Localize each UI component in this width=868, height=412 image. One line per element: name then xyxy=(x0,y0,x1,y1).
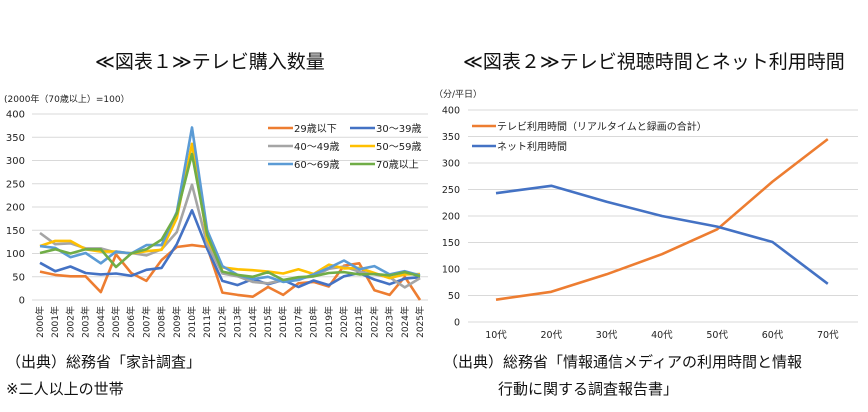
chart1-x-tick-label: 2023年 xyxy=(384,306,396,338)
chart2-y-tick-label: 150 xyxy=(442,238,460,249)
chart1-x-tick-label: 2013年 xyxy=(232,306,244,338)
chart1-footnote: ※二人以上の世帯 xyxy=(6,380,124,398)
chart2-x-tick-label: 20代 xyxy=(541,330,563,341)
chart1-legend-item: 40～49歳 xyxy=(268,141,339,153)
chart2-y-tick-label: 200 xyxy=(442,212,460,223)
chart1-legend-item: 50～59歳 xyxy=(350,141,421,153)
chart2-x-tick-label: 50代 xyxy=(706,330,728,341)
chart1-legend-item: 60～69歳 xyxy=(268,159,339,171)
chart1-x-tick-label: 2014年 xyxy=(247,306,259,338)
chart1-x-tick-label: 2015年 xyxy=(262,306,274,338)
chart1-legend-label: 29歳以下 xyxy=(294,123,337,135)
chart2-unit-label: （分/平日） xyxy=(434,90,483,100)
chart2-x-tick-label: 30代 xyxy=(596,330,618,341)
chart1-legend-item: 70歳以上 xyxy=(350,159,419,171)
chart1-x-tick-label: 2000年 xyxy=(34,306,46,338)
chart1-x-tick-label: 2024年 xyxy=(399,306,411,338)
chart2-legend-label: テレビ利用時間（リアルタイムと録画の合計） xyxy=(497,120,707,133)
chart1-x-tick-label: 2009年 xyxy=(171,306,183,338)
chart2-y-tick-label: 300 xyxy=(442,159,460,170)
chart1-y-tick-label: 350 xyxy=(6,133,25,144)
chart1-x-tick-label: 2021年 xyxy=(353,306,365,338)
chart1-legend-item: 29歳以下 xyxy=(268,123,337,135)
chart2-y-tick-label: 350 xyxy=(442,132,460,143)
chart1-x-tick-label: 2002年 xyxy=(64,306,76,338)
chart2-legend-item: ネット利用時間 xyxy=(472,141,567,153)
chart1-series-line-5 xyxy=(39,126,421,284)
chart1-series-line-6 xyxy=(39,152,421,282)
chart1-y-tick-label: 300 xyxy=(6,156,25,167)
chart1-y-tick-label: 200 xyxy=(6,203,25,214)
chart1-series-line-1 xyxy=(39,243,422,301)
chart2-y-tick-label: 50 xyxy=(448,291,460,302)
chart1-x-tick-label: 2011年 xyxy=(201,306,213,338)
chart1-x-tick-label: 2025年 xyxy=(414,306,426,338)
chart2-y-tick-label: 250 xyxy=(442,185,460,196)
chart2-series-line-2 xyxy=(495,184,829,285)
chart1-x-tick-label: 2020年 xyxy=(338,306,350,338)
chart2-legend-label: ネット利用時間 xyxy=(497,141,567,153)
chart2-x-tick-label: 40代 xyxy=(651,330,673,341)
chart1-title: ≪図表１≫テレビ購入数量 xyxy=(95,51,325,73)
chart1-x-tick-label: 2016年 xyxy=(277,306,289,338)
chart2-x-tick-label: 10代 xyxy=(485,330,507,341)
chart1-y-tick-label: 400 xyxy=(6,110,25,121)
chart2-y-tick-label: 0 xyxy=(454,318,460,329)
chart1-plot: 0 50 100 150 200 250 300 350 400 2000年 2001年 2002年 2… xyxy=(6,110,428,338)
chart1-x-tick-label: 2018年 xyxy=(308,306,320,338)
chart2-y-tick-label: 100 xyxy=(442,265,460,276)
chart2-series-line-1 xyxy=(495,138,829,301)
chart1-x-tick-label: 2010年 xyxy=(186,306,198,338)
chart1-x-tick-label: 2003年 xyxy=(80,306,92,338)
chart1-x-tick-label: 2008年 xyxy=(156,306,168,338)
chart1-y-tick-label: 0 xyxy=(19,296,25,307)
chart1-legend-label: 30～39歳 xyxy=(376,123,421,135)
chart2-plot: 0 50 100 150 200 250 300 350 400 10代 20代 30代 40代 50代 6… xyxy=(442,106,858,341)
chart2-y-tick-label: 400 xyxy=(442,106,460,117)
chart1-x-tick-label: 2017年 xyxy=(292,306,304,338)
chart1-legend-label: 40～49歳 xyxy=(294,141,339,153)
chart1-source-note: （出典）総務省「家計調査」 xyxy=(6,353,202,371)
chart1-y-tick-label: 50 xyxy=(12,272,25,283)
chart1-legend-label: 70歳以上 xyxy=(376,159,419,171)
chart1-x-tick-label: 2007年 xyxy=(140,306,152,338)
chart1-x-tick-label: 2004年 xyxy=(95,306,107,338)
chart1-x-tick-label: 2005年 xyxy=(110,306,122,338)
chart1-legend-item: 30～39歳 xyxy=(350,123,421,135)
chart2-source-note-line1: （出典）総務省「情報通信メディアの利用時間と情報 xyxy=(443,353,802,371)
chart2-legend-item: テレビ利用時間（リアルタイムと録画の合計） xyxy=(472,120,707,133)
chart1-y-tick-label: 250 xyxy=(6,179,25,190)
chart1-x-tick-label: 2012年 xyxy=(216,306,228,338)
chart1-unit-label: (2000年（70歳以上）=100） xyxy=(4,95,130,105)
chart2-title: ≪図表２≫テレビ視聴時間とネット利用時間 xyxy=(463,51,845,73)
chart1-x-tick-label: 2022年 xyxy=(368,306,380,338)
chart1-x-tick-label: 2019年 xyxy=(323,306,335,338)
chart1-legend-label: 50～59歳 xyxy=(376,141,421,153)
chart1-y-tick-label: 150 xyxy=(6,226,25,237)
chart1-x-tick-label: 2001年 xyxy=(49,306,61,338)
chart2-x-tick-label: 70代 xyxy=(817,330,839,341)
chart1-y-tick-label: 100 xyxy=(6,249,25,260)
chart1-x-tick-label: 2006年 xyxy=(125,306,137,338)
chart1-legend-label: 60～69歳 xyxy=(294,159,339,171)
chart1-series-line-3 xyxy=(39,183,421,289)
chart2-source-note-line2: 行動に関する調査報告書」 xyxy=(498,380,679,398)
chart2-x-tick-label: 60代 xyxy=(762,330,784,341)
